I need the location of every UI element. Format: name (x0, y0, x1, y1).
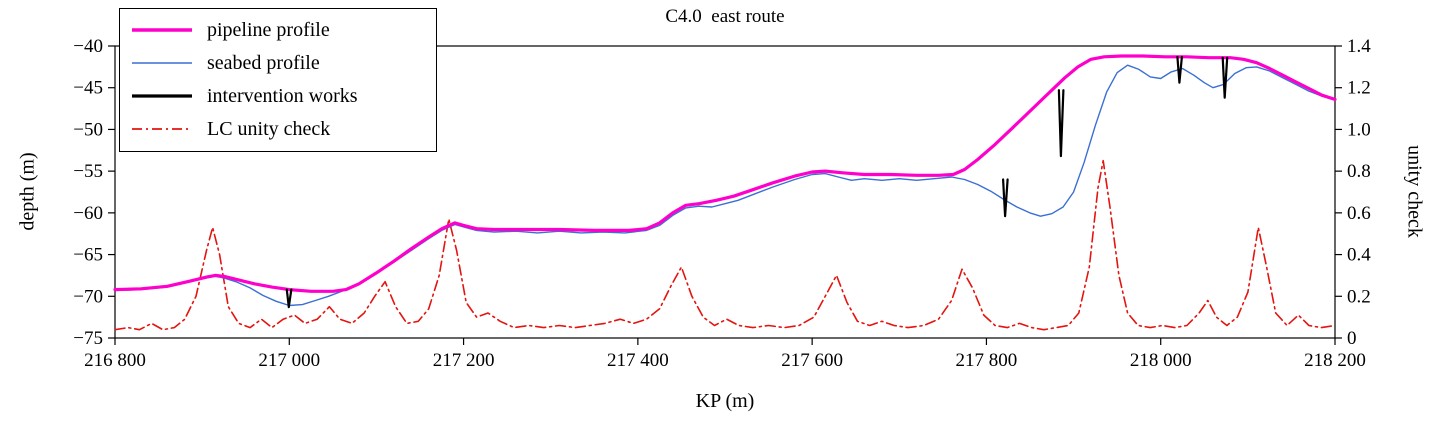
pipeline-profile-line (113, 54, 1337, 293)
y-right-tick-label: 1.2 (1347, 78, 1371, 99)
y-right-tick-label: 1.0 (1347, 119, 1371, 140)
x-axis-label: KP (m) (695, 390, 755, 412)
y-left-tick-label: −40 (73, 36, 103, 57)
x-tick-label: 217 800 (956, 350, 1018, 371)
y-left-tick-label: −75 (73, 328, 103, 349)
y-left-tick-label: −55 (73, 161, 103, 182)
legend-label-lc-unity-check: LC unity check (207, 117, 331, 140)
pipeline-line-sample (132, 27, 192, 32)
y-left-tick-label: −70 (73, 286, 103, 307)
x-tick-label: 217 000 (258, 350, 320, 371)
legend-label-seabed-profile: seabed profile (207, 51, 320, 74)
intervention-works-marker (1001, 178, 1009, 218)
legend-label-intervention-works: intervention works (207, 84, 358, 107)
y-left-tick-label: −60 (73, 203, 103, 224)
y-left-tick-label: −45 (73, 78, 103, 99)
y-right-tick-label: 0.4 (1347, 245, 1371, 266)
y-left-tick-label: −65 (73, 245, 103, 266)
y-right-tick-label: 0 (1347, 328, 1357, 349)
seabed-profile-line (114, 64, 1336, 307)
y-right-tick-label: 0.6 (1347, 203, 1371, 224)
y-right-tick-label: 0.8 (1347, 161, 1371, 182)
intervention-works-marker (1221, 56, 1229, 99)
legend-item-pipeline-profile: pipeline profile (130, 13, 426, 46)
x-tick-label: 218 000 (1130, 350, 1192, 371)
intervention-works-marker (285, 288, 293, 309)
chart-title: C4.0 east route (665, 6, 785, 27)
y-right-tick-label: 1.4 (1347, 36, 1371, 57)
x-tick-label: 216 800 (84, 350, 146, 371)
intervention-line-sample (132, 93, 192, 98)
y-left-tick-label: −50 (73, 119, 103, 140)
lc-unity-check-line (114, 159, 1336, 331)
x-tick-label: 218 200 (1304, 350, 1366, 371)
plot-frame (114, 45, 1336, 339)
legend-item-intervention-works: intervention works (130, 79, 426, 112)
y-axis-label-unity-check: unity check (1403, 145, 1426, 238)
unity-check-line-sample (132, 127, 192, 130)
y-right-tick-label: 0.2 (1347, 286, 1371, 307)
legend-label-pipeline-profile: pipeline profile (207, 18, 330, 41)
x-tick-label: 217 200 (433, 350, 495, 371)
legend-item-seabed-profile: seabed profile (130, 46, 426, 79)
legend: pipeline profile seabed profile interven… (119, 8, 437, 152)
x-tick-label: 217 600 (781, 350, 843, 371)
intervention-works-marker (1057, 89, 1065, 158)
legend-item-lc-unity-check: LC unity check (130, 112, 426, 145)
x-tick-label: 217 400 (607, 350, 669, 371)
intervention-works-marker (1176, 55, 1184, 84)
seabed-line-sample (132, 61, 192, 64)
y-axis-label-depth: depth (m) (16, 152, 39, 231)
